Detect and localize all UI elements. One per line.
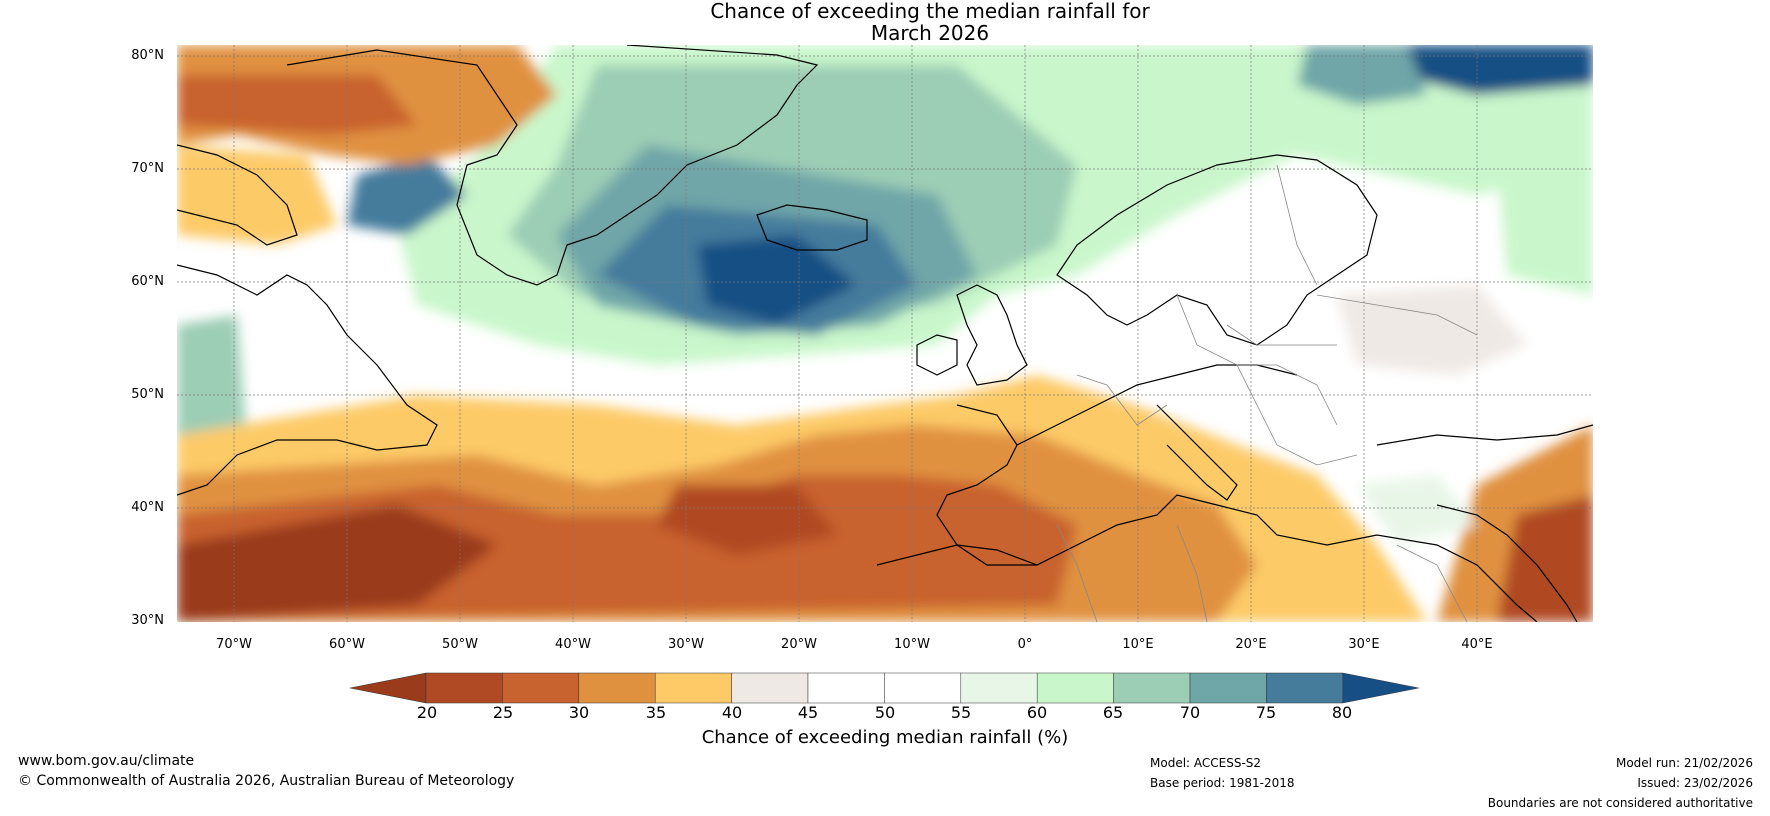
colorbar-segment [731, 672, 809, 704]
colorbar-segment [960, 672, 1038, 704]
colorbar-segment [1036, 672, 1114, 704]
colorbar-tick-25: 25 [492, 703, 514, 722]
footer-issued: Issued: 23/02/2026 [1637, 776, 1753, 790]
lon-label-40w: 40°W [555, 637, 591, 652]
colorbar-tick-60: 60 [1026, 703, 1048, 722]
colorbar-segment [884, 672, 962, 704]
colorbar-tick-20: 20 [416, 703, 438, 722]
colorbar-segment [578, 672, 656, 704]
footer-model: Model: ACCESS-S2 [1150, 756, 1262, 770]
colorbar-tick-75: 75 [1255, 703, 1277, 722]
colorbar-tick-40: 40 [721, 703, 743, 722]
footer-model-run: Model run: 21/02/2026 [1615, 756, 1753, 770]
colorbar-segment [1189, 672, 1267, 704]
coastlines [177, 45, 1593, 622]
colorbar-over-arrow [1342, 672, 1419, 704]
lat-label-80n: 80°N [131, 48, 164, 63]
footer-disclaimer: Boundaries are not considered authoritat… [1487, 796, 1753, 810]
colorbar-tick-35: 35 [645, 703, 667, 722]
lat-label-60n: 60°N [131, 274, 164, 289]
lon-label-20e: 20°E [1235, 637, 1267, 652]
colorbar-segment [807, 672, 885, 704]
colorbar [350, 672, 1419, 704]
map-canvas [177, 45, 1593, 622]
lon-label-60w: 60°W [329, 637, 365, 652]
lat-label-40n: 40°N [131, 500, 164, 515]
colorbar-tick-45: 45 [797, 703, 819, 722]
colorbar-tick-50: 50 [874, 703, 896, 722]
lat-label-30n: 30°N [131, 613, 164, 628]
footer-website[interactable]: www.bom.gov.au/climate [18, 753, 195, 769]
lon-label-30w: 30°W [668, 637, 704, 652]
colorbar-under-arrow [350, 672, 427, 704]
colorbar-segment [425, 672, 503, 704]
lon-label-20w: 20°W [781, 637, 817, 652]
map-title-line2: March 2026 [870, 21, 990, 45]
footer-base-period: Base period: 1981-2018 [1150, 776, 1295, 790]
country-borders [1056, 164, 1478, 622]
lon-label-30e: 30°E [1348, 637, 1380, 652]
colorbar-label: Chance of exceeding median rainfall (%) [701, 727, 1069, 748]
colorbar-segment [1113, 672, 1191, 704]
lat-label-70n: 70°N [131, 161, 164, 176]
colorbar-tick-70: 70 [1179, 703, 1201, 722]
colorbar-segment [502, 672, 580, 704]
lon-label-70w: 70°W [216, 637, 252, 652]
colorbar-tick-55: 55 [950, 703, 972, 722]
colorbar-segment [1266, 672, 1344, 704]
map-title-line1: Chance of exceeding the median rainfall … [710, 0, 1150, 23]
lon-label-10e: 10°E [1122, 637, 1154, 652]
colorbar-tick-30: 30 [568, 703, 590, 722]
lat-label-50n: 50°N [131, 387, 164, 402]
lon-label-0: 0° [1017, 637, 1033, 652]
rainfall-probability-fields [177, 45, 1593, 622]
rainfall-map [177, 45, 1593, 622]
lon-label-40e: 40°E [1461, 637, 1493, 652]
colorbar-segment [654, 672, 732, 704]
lon-label-10w: 10°W [894, 637, 930, 652]
lon-label-50w: 50°W [442, 637, 478, 652]
colorbar-tick-80: 80 [1331, 703, 1353, 722]
colorbar-tick-65: 65 [1102, 703, 1124, 722]
footer-copyright: © Commonwealth of Australia 2026, Austra… [18, 773, 515, 789]
